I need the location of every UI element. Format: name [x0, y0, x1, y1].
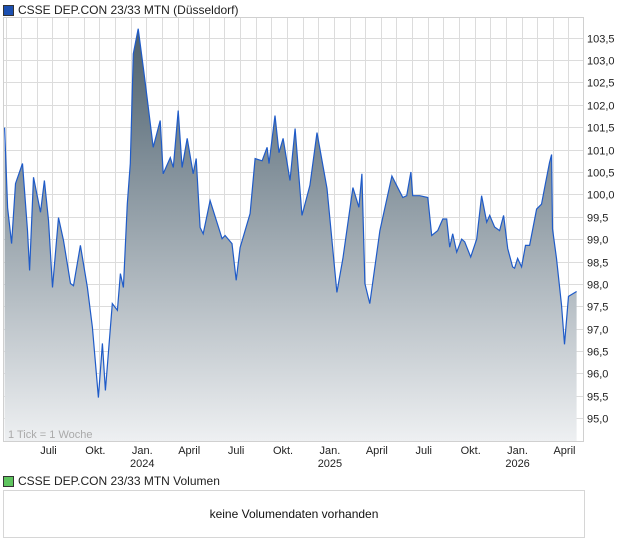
volume-legend: CSSE DEP.CON 23/33 MTN Volumen — [3, 474, 220, 488]
y-tick-label: 96,5 — [587, 347, 608, 359]
y-tick-label: 95,5 — [587, 392, 608, 404]
x-tick-label: Okt. — [461, 445, 481, 457]
y-tick-label: 102,5 — [587, 78, 615, 90]
price-area — [4, 28, 577, 442]
y-tick-label: 98,5 — [587, 258, 608, 270]
x-tick-label: Jan. — [320, 445, 341, 457]
x-tick-label: Juli — [415, 445, 432, 457]
volume-legend-label: CSSE DEP.CON 23/33 MTN Volumen — [18, 474, 220, 488]
price-line — [4, 28, 577, 398]
y-axis: 95,0 95,5 96,0 96,5 97,0 97,5 98,0 98,5 99,0 99,5… — [587, 34, 615, 426]
y-tick-label: 99,0 — [587, 235, 608, 247]
no-volume-message: keine Volumendaten vorhanden — [209, 507, 379, 521]
volume-panel: keine Volumendaten vorhanden — [3, 490, 585, 538]
x-tick-label: April — [553, 445, 575, 457]
x-tick-year: 2025 — [318, 458, 342, 470]
y-tick-label: 101,0 — [587, 146, 615, 158]
x-tick-label: Jan. — [132, 445, 153, 457]
y-tick-label: 103,0 — [587, 56, 615, 68]
y-tick-label: 96,0 — [587, 369, 608, 381]
y-tick-label: 100,5 — [587, 168, 615, 180]
volume-legend-swatch — [3, 475, 14, 487]
plot-frame — [3, 17, 584, 442]
x-tick-label: April — [366, 445, 388, 457]
y-tick-label: 103,5 — [587, 34, 615, 46]
x-tick-label: Okt. — [85, 445, 105, 457]
y-tick-label: 102,0 — [587, 101, 615, 113]
y-tick-label: 97,5 — [587, 302, 608, 314]
y-tick-label: 100,0 — [587, 190, 615, 202]
x-tick-label: April — [178, 445, 200, 457]
y-tick-label: 101,5 — [587, 123, 615, 135]
x-tick-year: 2024 — [130, 458, 154, 470]
x-tick-label: Juli — [40, 445, 57, 457]
y-tick-label: 97,0 — [587, 325, 608, 337]
y-tick-label: 95,0 — [587, 414, 608, 426]
price-legend-label: CSSE DEP.CON 23/33 MTN (Düsseldorf) — [18, 3, 239, 17]
price-legend: CSSE DEP.CON 23/33 MTN (Düsseldorf) — [3, 3, 239, 17]
tick-annotation: 1 Tick = 1 Woche — [8, 429, 92, 441]
x-tick-label: Okt. — [273, 445, 293, 457]
y-tick-label: 98,0 — [587, 280, 608, 292]
x-tick-label: Jan. — [507, 445, 528, 457]
y-tick-label: 99,5 — [587, 213, 608, 225]
price-legend-swatch — [3, 4, 14, 16]
x-tick-year: 2026 — [505, 458, 529, 470]
x-tick-label: Juli — [228, 445, 245, 457]
